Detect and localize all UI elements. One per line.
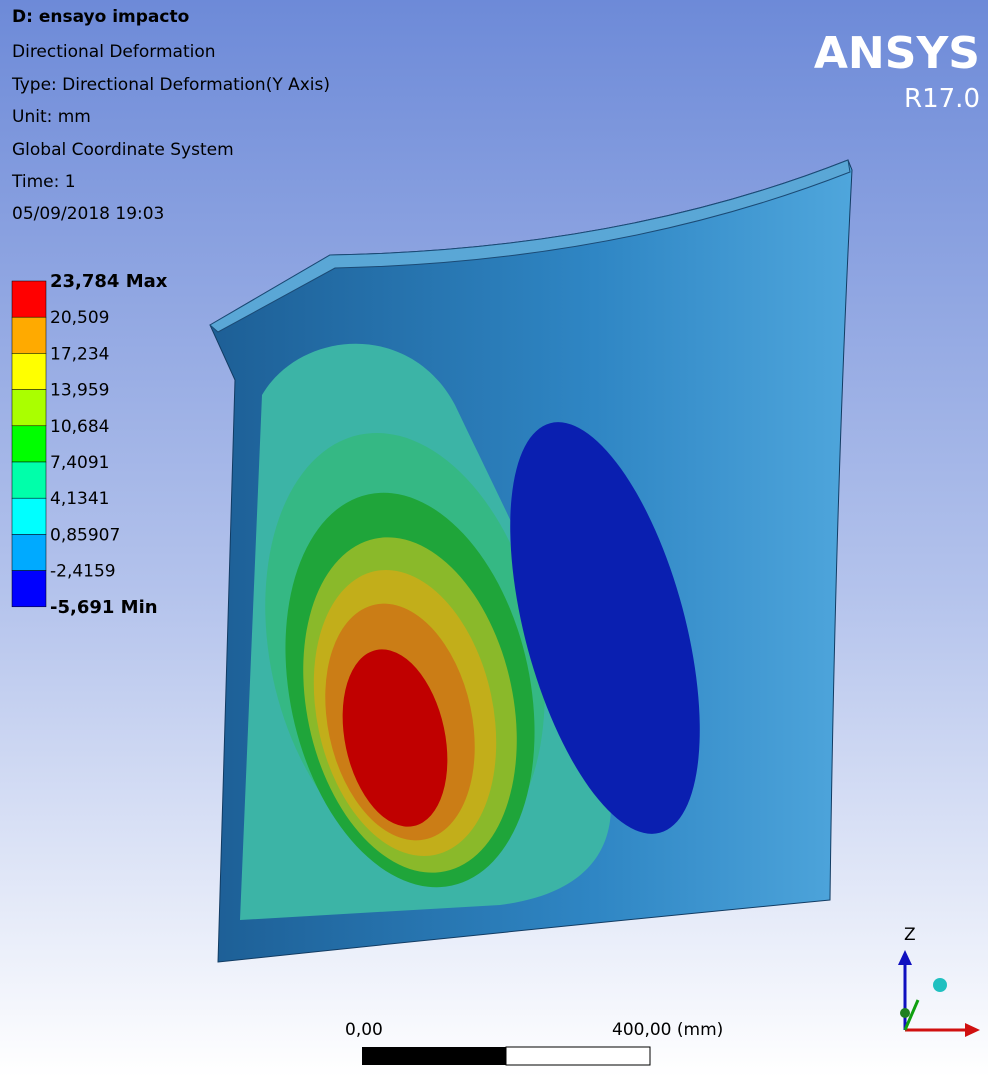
legend-swatch (11, 389, 47, 427)
logo-name: ANSYS (814, 28, 980, 79)
triad: Z (898, 925, 980, 1037)
legend-label: -2,4159 (50, 562, 116, 582)
triad-z-arrow (898, 950, 912, 965)
legend-swatch (11, 353, 47, 390)
legend-label: 20,509 (50, 308, 109, 328)
header-line: Type: Directional Deformation(Y Axis) (11, 75, 330, 95)
triad-y (903, 999, 920, 1031)
header-line: 05/09/2018 19:03 (12, 204, 164, 224)
legend-label: 10,684 (50, 417, 109, 437)
legend-swatch (11, 570, 47, 608)
header-line: Global Coordinate System (12, 140, 234, 160)
legend-swatch (11, 461, 47, 499)
legend-swatch (11, 534, 47, 571)
triad-z-label: Z (904, 925, 916, 945)
header: D: ensayo impacto Directional Deformatio… (11, 7, 330, 224)
legend-swatch (11, 316, 47, 354)
header-line: Unit: mm (12, 107, 91, 127)
legend-label: 17,234 (50, 344, 109, 364)
model (209, 159, 853, 963)
logo-version: R17.0 (904, 84, 980, 114)
legend-swatch (11, 280, 47, 318)
contour (342, 649, 448, 827)
legend-label: 7,4091 (50, 453, 109, 473)
triad-origin (900, 1008, 910, 1018)
header-line: Directional Deformation (12, 42, 216, 62)
legend-label: 13,959 (50, 381, 109, 401)
header-title: D: ensayo impacto (12, 7, 189, 27)
legend-label: -5,691 Min (50, 597, 158, 618)
legend-swatch (11, 497, 47, 535)
legend: 23,784 Max 20,509 17,234 13,959 10,684 7,4091… (11, 271, 168, 618)
contour (510, 422, 700, 834)
triad-iso (933, 978, 947, 992)
scale-segment (362, 1047, 506, 1065)
legend-label: 4,1341 (50, 489, 109, 509)
triad-x-arrow (965, 1023, 980, 1037)
plate-rim (209, 159, 851, 333)
legend-label: 0,85907 (50, 525, 120, 545)
legend-label: 23,784 Max (50, 271, 168, 292)
scale-bar: 0,00 400,00 (mm) (345, 1020, 723, 1066)
scale-start-label: 0,00 (345, 1020, 383, 1040)
scale-end-label: 400,00 (mm) (612, 1020, 723, 1040)
header-line: Time: 1 (11, 172, 76, 192)
scale-segment (505, 1046, 651, 1066)
legend-swatch (11, 425, 47, 463)
